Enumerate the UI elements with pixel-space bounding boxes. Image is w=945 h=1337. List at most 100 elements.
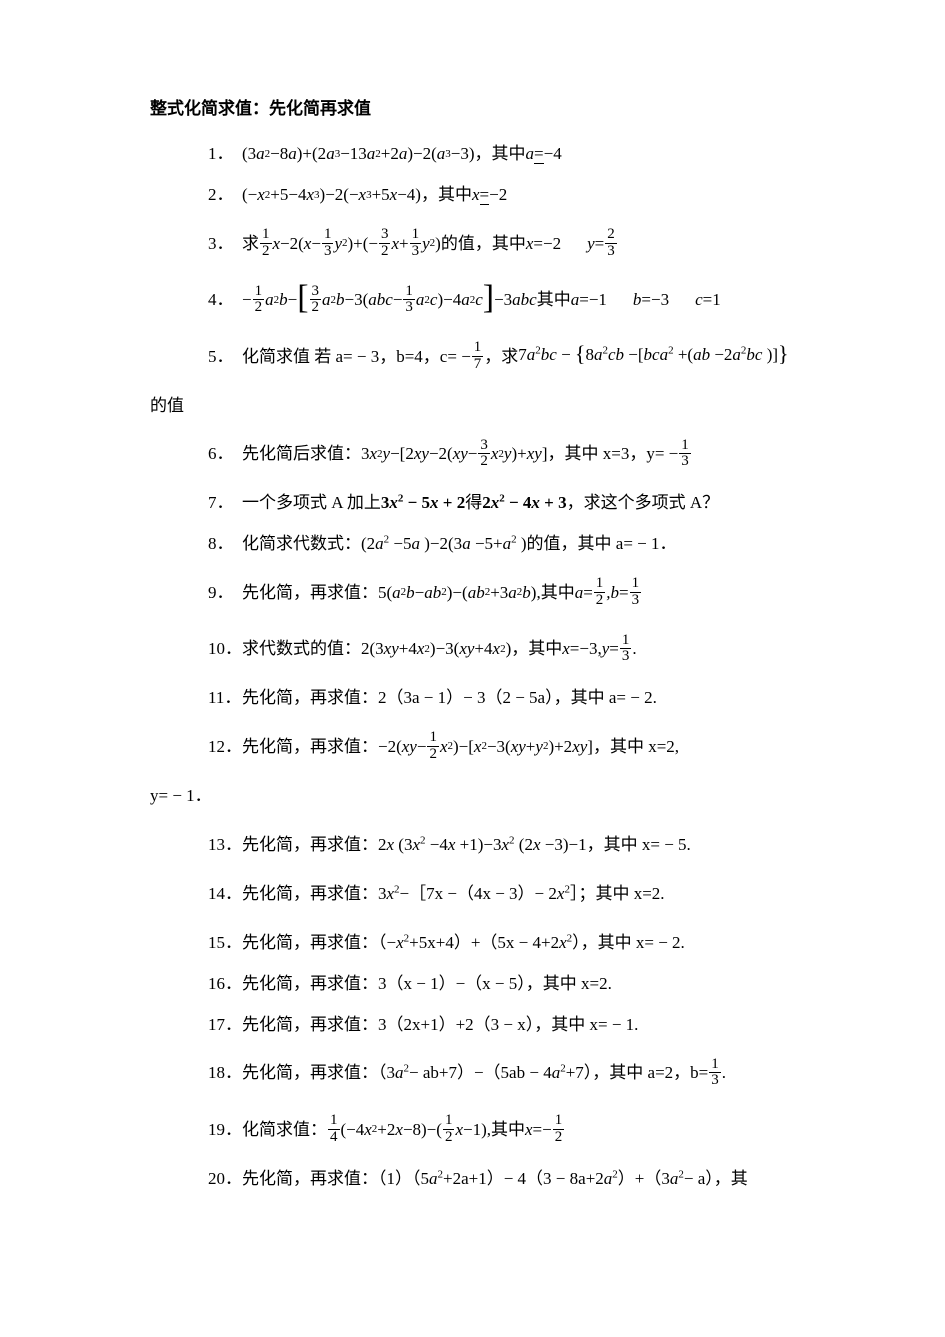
val: −4 [544,144,562,163]
frac: 12 [253,284,265,317]
question-7: 7． 一个多项式 A 加上 3x2 − 5x + 2 得 2x2 − 4x + … [208,494,795,511]
neg: − [542,1121,552,1138]
txt: +5−4 [270,186,306,203]
txt: 先化简，再求值： [242,738,378,755]
frac: 13 [410,227,422,260]
question-1: 1． (3a2 −8a )+(2a3 −13a2 +2a )−2(a3 −3) … [208,145,795,162]
txt: + [526,738,536,755]
den: 3 [709,1073,721,1089]
var: b [279,291,288,308]
txt: 先化简，再求值： [242,584,378,601]
var: x [304,235,312,252]
var: x [472,185,480,204]
num: 1 [410,227,422,244]
var: a [526,144,535,163]
brace-right-icon: } [778,341,789,366]
var: a [322,291,331,308]
q-text: 先化简，再求值：3（x − 1）−（x − 5），其中 x=2. [242,975,612,992]
eq: = [595,235,605,252]
q-number: 5． [208,348,242,365]
den: 2 [379,244,391,260]
var: ab [424,584,441,601]
question-2: 2． (−x2 +5−4x3 )−2(−x3 +5x −4) ，其中 x=−2 [208,186,795,203]
q-expression: 先化简，再求值： −2(xy − 12 x2 )−[x2 −3(xy +y2 )… [242,730,679,763]
frac: 32 [478,438,490,471]
q-number: 6． [208,445,242,462]
sup: 2 [384,533,390,545]
var: x [559,933,567,952]
frac: 13 [709,1057,721,1090]
txt: 5( [378,584,392,601]
txt: 的值，其中 a= − 1． [527,535,677,552]
txt: − [288,291,298,308]
var-a: a [288,145,297,162]
val: −2 [543,234,561,253]
var: x [396,933,404,952]
question-11: 11． 先化简，再求值：2（3a − 1）− 3（2 − 5a），其中 a= −… [208,689,795,706]
var: a [732,345,741,364]
question-6: 6． 先化简后求值： 3x2y −[2xy −2(xy − 32 x2y )+x… [208,438,795,471]
math: x=− 12 [525,1113,565,1146]
txt: 求代数式的值： [242,640,361,657]
var: xy [572,738,587,755]
question-19: 19． 化简求值： 14 (−4x2 +2x −8)−( 12 x −1), 其… [208,1113,795,1146]
math: a2 [395,1064,409,1081]
txt: + 3 [544,493,566,512]
math: (2a2 −5a )−2(3a −5+a2 ) [361,535,527,552]
txt: 2 [378,835,387,854]
var: b [522,584,531,601]
txt: ，求 [484,348,518,365]
txt: 3 [361,445,370,462]
frac: 13 [620,633,632,666]
dot: . [632,640,636,657]
val: 1 [712,291,721,308]
var: a [412,534,421,553]
q-text: 先化简，再求值：3（2x+1）+2（3 − x），其中 x= − 1. [242,1016,638,1033]
txt: )−[ [453,738,474,755]
txt: +( [678,345,693,364]
q-expression: 先化简，再求值： 5(a2b −ab2 )−(ab2 +3a2b ) ,其中 a… [242,576,642,609]
frac: 12 [260,227,272,260]
document-page: 整式化简求值：先化简再求值 1． (3a2 −8a )+(2a3 −13a2 +… [0,0,945,1337]
math: x2 [396,934,409,951]
eq: = [583,584,593,601]
eq: = [579,291,589,308]
q-number: 10． [208,640,242,657]
txt: (3 [398,835,412,854]
den: 2 [443,1130,455,1146]
txt: −2( [378,738,402,755]
question-9: 9． 先化简，再求值： 5(a2b −ab2 )−(ab2 +3a2b ) ,其… [208,576,795,609]
txt: +4 [399,640,417,657]
txt: −13 [340,145,367,162]
q-text: 先化简，再求值：2（3a − 1）− 3（2 − 5a），其中 a= − 2. [242,689,657,706]
var: y [535,738,543,755]
txt: 得 [465,494,482,511]
var: x [364,1121,372,1138]
q-number: 3． [208,235,242,252]
txt: )+ [511,445,526,462]
txt: −3) [451,145,475,162]
txt: −5 [393,534,411,553]
var: x [391,235,399,252]
txt: 化简求值 若 a= − 3，b=4，c= − [242,348,471,365]
math: x=−2 [526,235,561,252]
sup: 2 [499,492,505,504]
question-18: 18． 先化简，再求值：（3 a2 − ab+7）−（5ab − 4 a2 +7… [208,1057,795,1090]
var: x [448,835,456,854]
frac: 13 [403,284,415,317]
txt: ），其中 x= − 2. [572,934,685,951]
val: −3, [579,640,601,657]
txt: )−2( [407,145,436,162]
den: 3 [620,649,632,665]
var: x [412,835,420,854]
question-12: 12． 先化简，再求值： −2(xy − 12 x2 )−[x2 −3(xy +… [208,730,795,763]
math: 2x (3x2 −4x +1)−3x2 (2x −3)−1 [378,836,587,853]
math: 17 [471,340,485,373]
num: 2 [605,227,617,244]
q-number: 16． [208,975,242,992]
txt: )−3( [430,640,459,657]
txt: −2( [429,445,453,462]
q-expression: 先化简，再求值： 2x (3x2 −4x +1)−3x2 (2x −3)−1 ，… [242,836,691,853]
den: 2 [427,747,439,763]
q-number: 1． [208,145,242,162]
